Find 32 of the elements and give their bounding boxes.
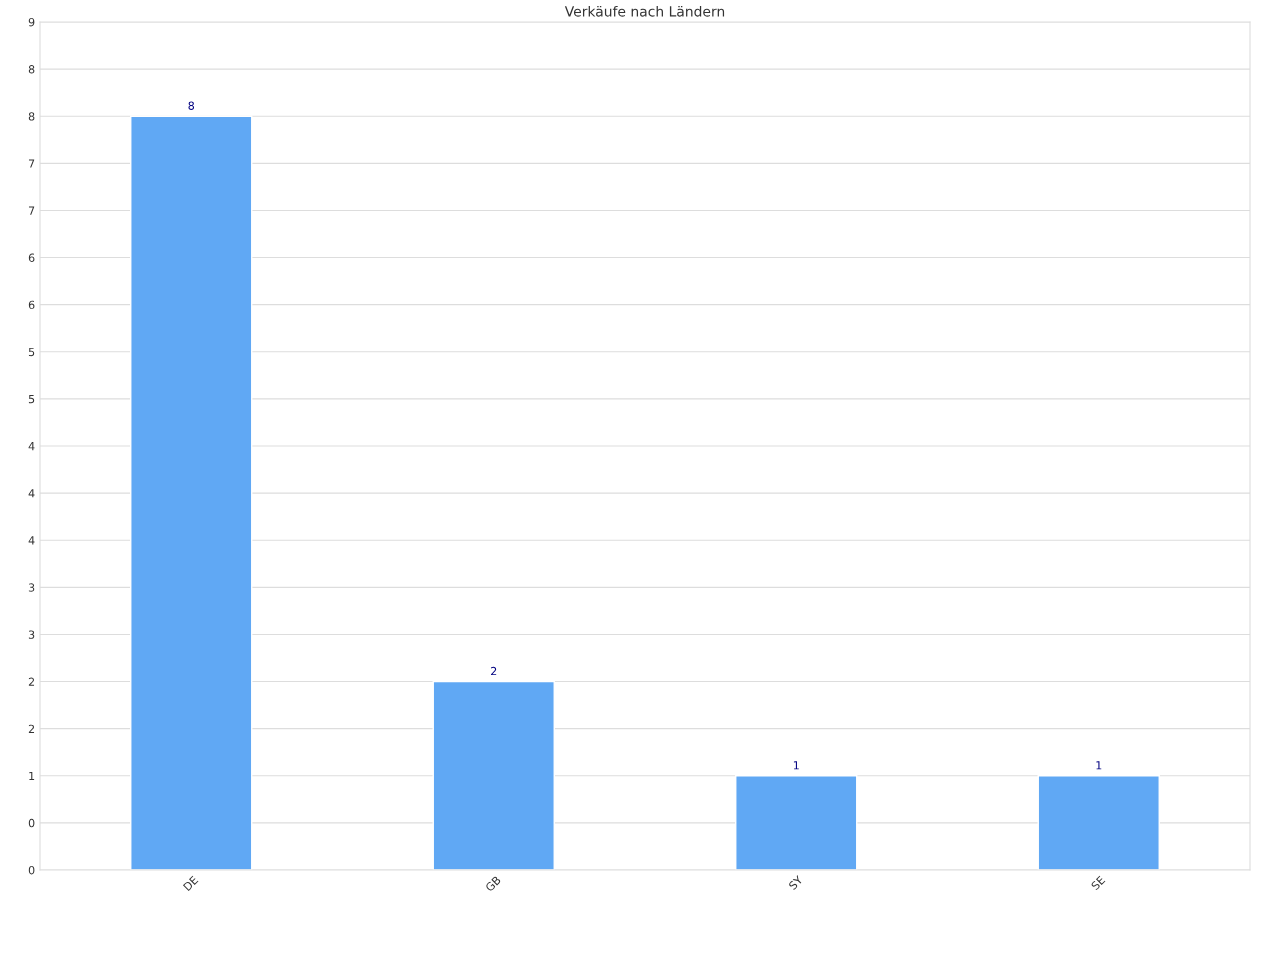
y-tick-label: 5 bbox=[28, 347, 35, 357]
x-tick-label: SE bbox=[1090, 875, 1106, 891]
bar bbox=[735, 775, 858, 870]
y-tick-label: 3 bbox=[28, 583, 35, 592]
y-tick-label: 0 bbox=[28, 865, 35, 875]
y-tick-label: 6 bbox=[28, 300, 35, 310]
y-tick-label: 1 bbox=[29, 771, 35, 780]
y-tick-label: 2 bbox=[28, 724, 35, 733]
x-tick-label: GB bbox=[484, 875, 502, 892]
data-label: 1 bbox=[1096, 761, 1102, 770]
y-tick-label: 7 bbox=[28, 159, 35, 168]
y-tick-label: 9 bbox=[28, 17, 35, 27]
data-label: 1 bbox=[793, 761, 799, 770]
y-tick-label: 0 bbox=[28, 818, 35, 828]
bar bbox=[432, 680, 555, 870]
y-tick-label: 4 bbox=[28, 536, 35, 545]
y-tick-label: 7 bbox=[28, 206, 35, 215]
data-label: 2 bbox=[491, 666, 497, 676]
bar bbox=[130, 115, 253, 870]
y-tick-label: 5 bbox=[28, 395, 35, 404]
data-label: 8 bbox=[188, 101, 195, 110]
x-tick-label: DE bbox=[182, 875, 199, 892]
y-tick-label: 6 bbox=[28, 253, 35, 262]
y-tick-label: 8 bbox=[28, 112, 35, 121]
chart-title: Verkäufe nach Ländern bbox=[564, 5, 725, 17]
y-tick-label: 8 bbox=[28, 65, 35, 74]
y-tick-label: 3 bbox=[28, 630, 35, 639]
y-tick-label: 4 bbox=[28, 489, 35, 498]
bar bbox=[1037, 775, 1160, 870]
y-tick-label: 2 bbox=[28, 677, 35, 686]
y-tick-label: 4 bbox=[28, 442, 35, 451]
x-tick-label: SY bbox=[788, 874, 804, 891]
